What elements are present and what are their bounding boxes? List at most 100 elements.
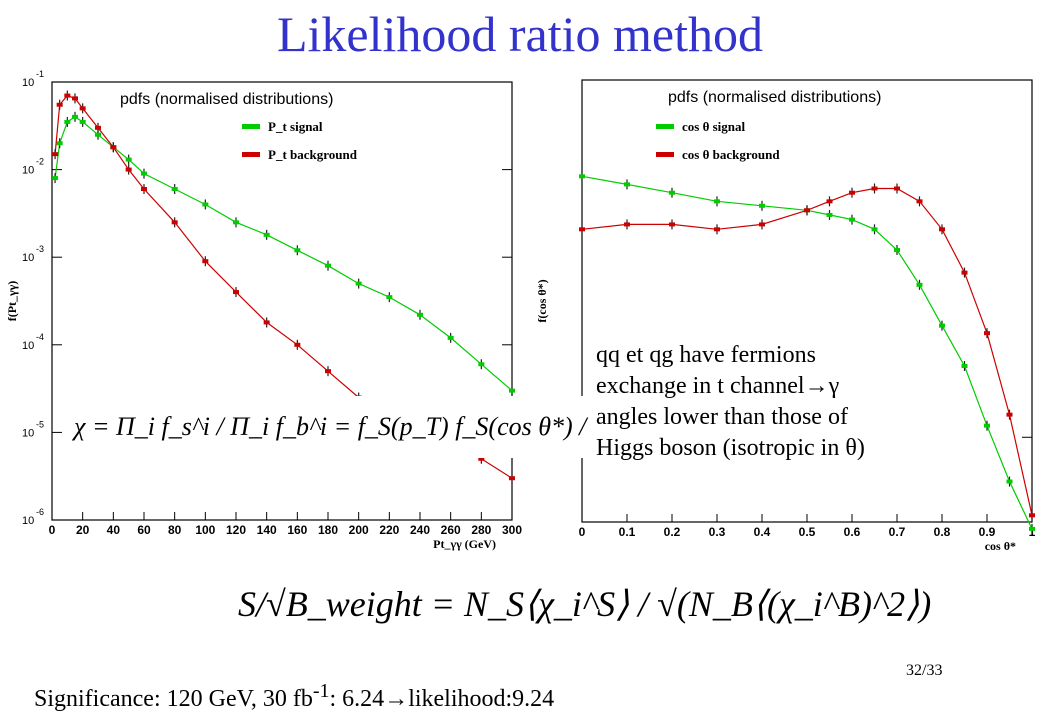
legend-swatch bbox=[656, 152, 674, 157]
x-tick-label: 0.3 bbox=[709, 525, 726, 539]
page-number: 32/33 bbox=[906, 662, 943, 679]
legend-label: cos θ background bbox=[682, 147, 780, 162]
annotation-line-1: qq et qg have fermions bbox=[596, 342, 816, 368]
data-point bbox=[1029, 526, 1035, 531]
x-tick-label: 220 bbox=[379, 523, 399, 537]
data-point bbox=[72, 96, 78, 101]
annotation-box: qq et qg have fermions exchange in t cha… bbox=[592, 340, 869, 464]
data-point bbox=[826, 199, 833, 204]
data-point bbox=[714, 199, 720, 204]
annotation-line-2: exchange in t channel→γ bbox=[596, 371, 865, 402]
x-tick-label: 280 bbox=[471, 523, 491, 537]
y-tick-base: 10 bbox=[22, 77, 34, 89]
y-tick-exponent: -3 bbox=[36, 244, 44, 254]
slide-title: Likelihood ratio method bbox=[276, 6, 763, 62]
data-point bbox=[294, 342, 301, 347]
legend-label: P_t signal bbox=[268, 119, 323, 134]
significance-line: Significance: 120 GeV, 30 fb-1: 6.24→lik… bbox=[34, 680, 554, 713]
data-point bbox=[871, 186, 878, 191]
x-tick-label: 120 bbox=[226, 523, 246, 537]
y-tick-exponent: -4 bbox=[36, 332, 44, 342]
data-point bbox=[263, 232, 270, 237]
x-tick-label: 0 bbox=[49, 523, 56, 537]
data-point bbox=[669, 190, 675, 195]
data-point bbox=[233, 220, 239, 225]
data-point bbox=[95, 132, 101, 137]
data-point bbox=[72, 114, 78, 119]
x-axis-label: Pt_γγ (GeV) bbox=[433, 537, 496, 551]
x-tick-label: 100 bbox=[195, 523, 215, 537]
right-arrow-icon: → bbox=[384, 686, 409, 712]
data-point bbox=[579, 227, 585, 232]
legend-label: P_t background bbox=[268, 147, 358, 162]
x-tick-label: 300 bbox=[502, 523, 522, 537]
data-point bbox=[52, 176, 59, 181]
y-tick-base: 10 bbox=[22, 340, 34, 352]
y-axis-label: f(Pt_γγ) bbox=[5, 281, 19, 322]
annotation-line-4: Higgs boson (isotropic in θ) bbox=[596, 435, 865, 461]
plot-frame bbox=[51, 81, 513, 521]
data-point bbox=[263, 320, 270, 325]
data-point bbox=[56, 102, 63, 107]
y-tick-exponent: -5 bbox=[36, 419, 44, 429]
x-tick-label: 140 bbox=[257, 523, 277, 537]
data-point bbox=[509, 476, 515, 481]
y-tick-exponent: -1 bbox=[36, 69, 44, 79]
x-tick-label: 260 bbox=[441, 523, 461, 537]
y-axis-label: f(cos θ*) bbox=[535, 279, 549, 322]
data-point bbox=[579, 174, 585, 179]
x-tick-label: 0.8 bbox=[934, 525, 951, 539]
legend-swatch bbox=[242, 124, 260, 129]
data-point bbox=[624, 222, 630, 227]
data-point bbox=[478, 456, 485, 461]
significance-prefix: Significance: 120 GeV, 30 fb bbox=[34, 686, 313, 712]
data-point bbox=[447, 335, 454, 340]
significance-superscript: -1 bbox=[312, 680, 330, 702]
data-point bbox=[202, 259, 209, 264]
data-point bbox=[79, 106, 86, 111]
data-point bbox=[939, 227, 945, 232]
significance-middle: : 6.24 bbox=[329, 686, 385, 712]
data-point bbox=[509, 388, 515, 393]
data-point bbox=[171, 187, 178, 192]
data-point bbox=[849, 217, 855, 222]
data-point bbox=[141, 187, 147, 192]
x-tick-label: 180 bbox=[318, 523, 338, 537]
data-point bbox=[478, 362, 485, 367]
x-tick-label: 0.6 bbox=[844, 525, 861, 539]
data-point bbox=[894, 247, 900, 252]
data-point bbox=[1029, 513, 1035, 518]
y-tick-exponent: -6 bbox=[36, 507, 44, 517]
chart-title: pdfs (normalised distributions) bbox=[120, 91, 333, 108]
x-tick-label: 160 bbox=[287, 523, 307, 537]
y-tick-base: 10 bbox=[22, 515, 34, 527]
data-point bbox=[1006, 479, 1013, 484]
data-point bbox=[79, 119, 86, 124]
data-point bbox=[417, 312, 423, 317]
x-tick-label: 0.1 bbox=[619, 525, 636, 539]
gamma-symbol: γ bbox=[828, 373, 840, 399]
data-point bbox=[95, 125, 101, 130]
data-point bbox=[916, 282, 923, 287]
data-point bbox=[233, 290, 239, 295]
annotation-line-3: angles lower than those of bbox=[596, 404, 848, 430]
significance-suffix: likelihood:9.24 bbox=[408, 686, 555, 712]
data-point bbox=[141, 171, 147, 176]
x-tick-label: 0.7 bbox=[889, 525, 906, 539]
data-point bbox=[804, 208, 810, 213]
x-tick-label: 40 bbox=[107, 523, 121, 537]
legend-label: cos θ signal bbox=[682, 119, 746, 134]
data-point bbox=[916, 199, 923, 204]
x-tick-label: 0.9 bbox=[979, 525, 996, 539]
y-tick-base: 10 bbox=[22, 427, 34, 439]
data-point bbox=[759, 222, 765, 227]
data-point bbox=[961, 363, 968, 368]
data-point bbox=[125, 167, 132, 172]
data-point bbox=[669, 222, 675, 227]
data-point bbox=[325, 369, 331, 374]
series-curve-0 bbox=[581, 175, 1033, 530]
data-point bbox=[202, 202, 209, 207]
x-tick-label: 20 bbox=[76, 523, 90, 537]
x-tick-label: 60 bbox=[137, 523, 151, 537]
